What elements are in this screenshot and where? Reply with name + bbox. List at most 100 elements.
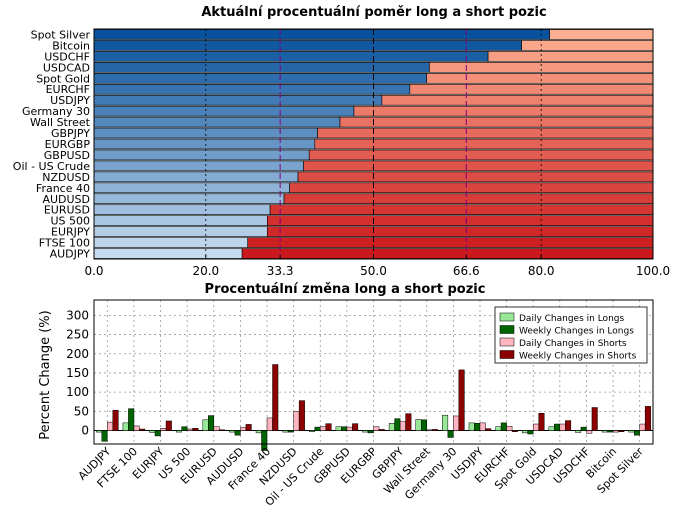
category-label: GBPUSD <box>44 149 90 162</box>
change-bar <box>405 413 412 431</box>
short-bar <box>303 160 654 172</box>
long-bar <box>93 51 489 62</box>
change-bar <box>548 426 555 431</box>
legend-label: Weekly Changes in Shorts <box>519 352 637 362</box>
change-bar <box>506 426 513 431</box>
category-label: EURUSD <box>44 204 90 217</box>
change-bar <box>644 406 651 431</box>
long-bar <box>93 204 271 215</box>
category-label: FTSE 100 <box>39 237 90 250</box>
change-bar <box>500 422 507 431</box>
legend-swatch <box>499 337 515 347</box>
long-bar <box>93 29 550 40</box>
change-bar <box>511 430 518 432</box>
x-tick-label: 20.0 <box>192 264 219 278</box>
short-bar <box>549 29 654 40</box>
category-label: GBPJPY <box>51 127 90 140</box>
category-label: Spot Silver <box>31 28 91 41</box>
change-bar <box>208 415 215 431</box>
bottom-chart-title: Procentuální změna long a short pozic <box>205 282 486 297</box>
bottom-bars-group <box>96 364 651 451</box>
short-bar <box>317 127 654 139</box>
change-bar <box>128 408 135 431</box>
change-bar <box>101 430 108 442</box>
change-bar <box>213 426 220 431</box>
change-bar <box>320 426 327 431</box>
change-bar <box>378 429 385 431</box>
y-tick-label: 150 <box>66 366 89 380</box>
percent-change-chart: Procentuální změna long a short pozic Pe… <box>38 282 654 509</box>
long-short-ratio-chart: Aktuální procentuální poměr long a short… <box>13 5 670 278</box>
short-bar <box>241 248 654 259</box>
category-label: USDJPY <box>50 94 90 107</box>
short-bar <box>289 182 654 194</box>
change-bar <box>426 429 433 431</box>
y-tick-label: 250 <box>66 328 89 342</box>
change-bar <box>309 430 316 432</box>
legend-box <box>494 306 648 364</box>
category-label: US 500 <box>50 215 90 228</box>
change-bar <box>160 428 167 431</box>
long-bar <box>93 105 355 117</box>
bottom-y-axis-label: Percent Change (%) <box>38 310 53 439</box>
short-bar <box>297 171 654 183</box>
short-bar <box>283 193 654 205</box>
legend-swatch <box>499 325 515 334</box>
category-label: AUDJPY <box>50 248 91 261</box>
short-bar <box>314 138 654 150</box>
change-bar <box>458 369 465 431</box>
short-bar <box>353 105 654 117</box>
x-tick-label: 66.6 <box>453 264 480 278</box>
change-bar <box>335 426 342 431</box>
change-bar <box>133 425 140 431</box>
long-bar <box>93 226 268 237</box>
change-bar <box>591 407 598 431</box>
change-bar <box>219 429 226 431</box>
long-bar <box>93 160 304 172</box>
change-bar <box>245 424 252 431</box>
change-bar <box>639 423 646 431</box>
change-bar <box>633 430 640 436</box>
y-tick-label: 50 <box>74 404 89 418</box>
long-bar <box>93 182 290 194</box>
short-bar <box>339 116 654 128</box>
change-bar <box>447 430 454 438</box>
change-bar <box>485 428 492 431</box>
top-bars-group <box>93 29 654 259</box>
change-bar <box>202 419 209 431</box>
long-bar <box>93 40 522 51</box>
short-bar <box>247 237 654 248</box>
change-bar <box>112 409 119 431</box>
legend-swatch <box>499 312 515 322</box>
category-label: EURCHF <box>46 83 90 96</box>
long-bar <box>93 215 268 226</box>
change-bar <box>362 430 369 433</box>
change-bar <box>229 430 236 433</box>
change-bar <box>175 430 182 433</box>
legend-swatch <box>499 350 515 359</box>
category-label: AUDUSD <box>42 193 90 206</box>
long-bar <box>93 116 341 128</box>
change-bar <box>96 430 103 433</box>
change-bar <box>139 428 146 431</box>
change-bar <box>431 429 438 431</box>
change-bar <box>479 422 486 431</box>
legend: Daily Changes in Longs Weekly Changes in … <box>494 306 648 364</box>
change-bar <box>314 426 321 431</box>
change-bar <box>586 430 593 434</box>
change-bar <box>255 430 262 434</box>
short-bar <box>487 51 654 62</box>
short-bar <box>266 226 654 237</box>
change-bar <box>388 423 395 431</box>
category-label: France 40 <box>36 182 90 195</box>
change-bar <box>474 423 481 431</box>
change-bar <box>293 411 300 431</box>
y-tick-label: 200 <box>66 347 89 361</box>
category-label: Bitcoin <box>52 39 90 52</box>
change-bar <box>346 426 353 431</box>
change-bar <box>282 430 289 433</box>
category-label: Spot Gold <box>36 72 90 85</box>
change-bar <box>154 430 161 437</box>
